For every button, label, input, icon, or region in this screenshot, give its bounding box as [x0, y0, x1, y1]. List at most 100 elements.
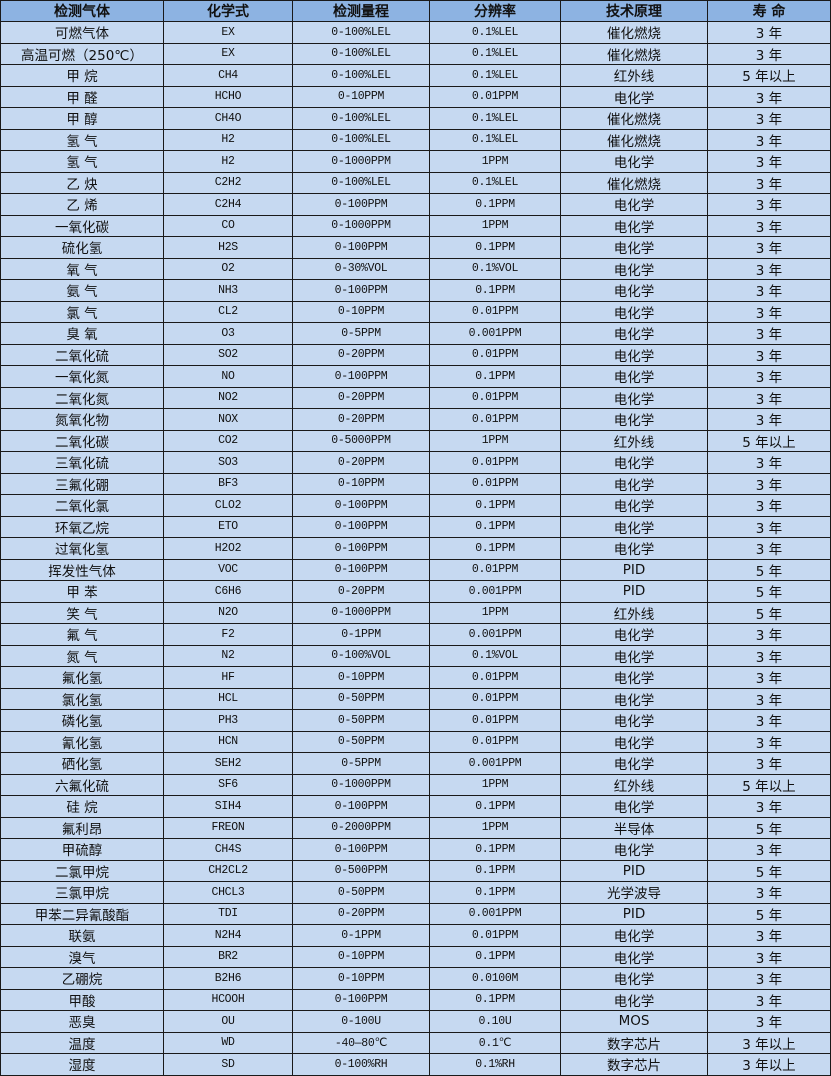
cell-range: 0-500PPM: [292, 859, 430, 882]
cell-gas: 过氧化氢: [0, 537, 164, 560]
cell-formula: C6H6: [163, 580, 293, 603]
table-row: 甲 苯 C6H6 0-20PPM 0.001PPM PID 5 年: [0, 580, 831, 603]
cell-gas: 恶臭: [0, 1010, 164, 1033]
header-range: 检测量程: [292, 0, 430, 22]
cell-principle: 电化学: [560, 472, 708, 495]
cell-principle: 电化学: [560, 537, 708, 560]
cell-principle: 红外线: [560, 429, 708, 452]
cell-principle: PID: [560, 859, 708, 882]
table-row: 氢 气 H2 0-1000PPM 1PPM 电化学 3 年: [0, 150, 831, 173]
table-row: 氰化氢 HCN 0-50PPM 0.01PPM 电化学 3 年: [0, 730, 831, 753]
cell-gas: 甲硫醇: [0, 838, 164, 861]
cell-resolution: 0.01PPM: [429, 386, 561, 409]
cell-range: 0-1000PPM: [292, 214, 430, 237]
cell-gas: 挥发性气体: [0, 558, 164, 581]
cell-range: 0-100PPM: [292, 494, 430, 517]
cell-formula: OU: [163, 1010, 293, 1033]
cell-range: 0-100PPM: [292, 193, 430, 216]
cell-resolution: 0.01PPM: [429, 85, 561, 108]
cell-principle: 电化学: [560, 150, 708, 173]
cell-range: 0-10PPM: [292, 300, 430, 323]
cell-resolution: 0.1PPM: [429, 193, 561, 216]
cell-resolution: 0.01PPM: [429, 300, 561, 323]
cell-range: 0-20PPM: [292, 451, 430, 474]
cell-lifespan: 3 年: [707, 279, 831, 302]
cell-lifespan: 3 年: [707, 988, 831, 1011]
cell-formula: WD: [163, 1031, 293, 1054]
cell-lifespan: 3 年: [707, 42, 831, 65]
cell-principle: 数字芯片: [560, 1053, 708, 1076]
cell-resolution: 0.0100M: [429, 967, 561, 990]
table-row: 氧 气 O2 0-30%VOL 0.1%VOL 电化学 3 年: [0, 257, 831, 280]
cell-lifespan: 5 年: [707, 902, 831, 925]
cell-lifespan: 3 年: [707, 687, 831, 710]
cell-gas: 氮氧化物: [0, 408, 164, 431]
cell-formula: SF6: [163, 773, 293, 796]
cell-resolution: 0.1PPM: [429, 365, 561, 388]
cell-principle: 催化燃烧: [560, 42, 708, 65]
cell-lifespan: 3 年: [707, 838, 831, 861]
cell-range: 0-50PPM: [292, 687, 430, 710]
cell-gas: 三氯甲烷: [0, 881, 164, 904]
cell-range: -40—80℃: [292, 1031, 430, 1054]
cell-formula: HCL: [163, 687, 293, 710]
cell-gas: 氟化氢: [0, 666, 164, 689]
cell-principle: PID: [560, 580, 708, 603]
cell-gas: 温度: [0, 1031, 164, 1054]
cell-resolution: 0.1%LEL: [429, 42, 561, 65]
cell-principle: MOS: [560, 1010, 708, 1033]
table-row: 乙 炔 C2H2 0-100%LEL 0.1%LEL 催化燃烧 3 年: [0, 171, 831, 194]
cell-formula: CO2: [163, 429, 293, 452]
cell-lifespan: 3 年: [707, 967, 831, 990]
cell-formula: NOX: [163, 408, 293, 431]
cell-gas: 三氧化硫: [0, 451, 164, 474]
cell-range: 0-1000PPM: [292, 601, 430, 624]
cell-resolution: 0.01PPM: [429, 558, 561, 581]
cell-resolution: 1PPM: [429, 150, 561, 173]
cell-resolution: 1PPM: [429, 773, 561, 796]
cell-resolution: 0.001PPM: [429, 623, 561, 646]
cell-gas: 联氨: [0, 924, 164, 947]
cell-formula: EX: [163, 21, 293, 44]
cell-principle: 电化学: [560, 408, 708, 431]
cell-formula: SO3: [163, 451, 293, 474]
table-row: 甲酸 HCOOH 0-100PPM 0.1PPM 电化学 3 年: [0, 988, 831, 1011]
cell-gas: 甲苯二异氰酸酯: [0, 902, 164, 925]
cell-formula: BR2: [163, 945, 293, 968]
cell-gas: 二氧化氮: [0, 386, 164, 409]
cell-principle: 电化学: [560, 838, 708, 861]
cell-gas: 湿度: [0, 1053, 164, 1076]
cell-lifespan: 5 年: [707, 601, 831, 624]
cell-formula: CH4: [163, 64, 293, 87]
cell-gas: 二氧化硫: [0, 343, 164, 366]
cell-range: 0-100%RH: [292, 1053, 430, 1076]
cell-range: 0-1000PPM: [292, 773, 430, 796]
cell-formula: CHCL3: [163, 881, 293, 904]
cell-gas: 笑 气: [0, 601, 164, 624]
cell-resolution: 0.001PPM: [429, 752, 561, 775]
table-row: 氯化氢 HCL 0-50PPM 0.01PPM 电化学 3 年: [0, 687, 831, 710]
cell-range: 0-100PPM: [292, 365, 430, 388]
cell-resolution: 0.1PPM: [429, 515, 561, 538]
cell-gas: 臭 氧: [0, 322, 164, 345]
table-row: 臭 氧 O3 0-5PPM 0.001PPM 电化学 3 年: [0, 322, 831, 345]
cell-lifespan: 3 年: [707, 386, 831, 409]
cell-formula: CH2CL2: [163, 859, 293, 882]
cell-gas: 甲 醛: [0, 85, 164, 108]
cell-gas: 二氧化碳: [0, 429, 164, 452]
cell-lifespan: 3 年: [707, 343, 831, 366]
cell-resolution: 0.01PPM: [429, 343, 561, 366]
cell-range: 0-10PPM: [292, 666, 430, 689]
cell-formula: PH3: [163, 709, 293, 732]
table-row: 硅 烷 SIH4 0-100PPM 0.1PPM 电化学 3 年: [0, 795, 831, 818]
cell-principle: 催化燃烧: [560, 128, 708, 151]
cell-gas: 环氧乙烷: [0, 515, 164, 538]
table-row: 氯 气 CL2 0-10PPM 0.01PPM 电化学 3 年: [0, 300, 831, 323]
cell-formula: CLO2: [163, 494, 293, 517]
table-row: 环氧乙烷 ETO 0-100PPM 0.1PPM 电化学 3 年: [0, 515, 831, 538]
cell-formula: CO: [163, 214, 293, 237]
cell-formula: CL2: [163, 300, 293, 323]
cell-principle: 电化学: [560, 451, 708, 474]
cell-gas: 三氟化硼: [0, 472, 164, 495]
cell-lifespan: 3 年: [707, 623, 831, 646]
